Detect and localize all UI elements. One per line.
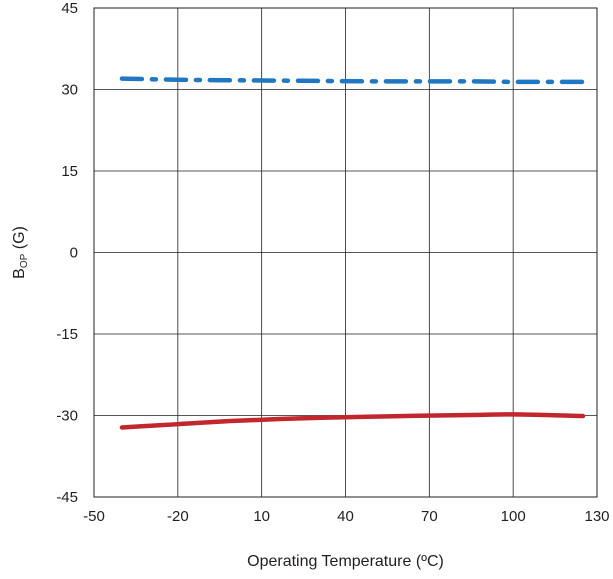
y-axis-title: BOP (G) — [11, 226, 30, 279]
x-tick-label: 130 — [584, 508, 609, 525]
plot-frame — [93, 7, 598, 498]
y-tick-label: 45 — [61, 0, 78, 17]
x-tick-label: 40 — [337, 508, 354, 525]
x-tick-label: 100 — [501, 508, 526, 525]
y-tick-label: -15 — [56, 326, 78, 343]
y-tick-label: 0 — [70, 245, 78, 262]
y-axis-title-main: B — [11, 268, 28, 279]
y-tick-label: -45 — [56, 489, 78, 506]
x-tick-label: 70 — [421, 508, 438, 525]
series-line-blue-dashdot — [119, 76, 586, 85]
y-axis-title-subscript: OP — [19, 253, 30, 268]
series-group — [119, 76, 586, 430]
x-tick-label: 10 — [253, 508, 270, 525]
x-axis-title: Operating Temperature (ºC) — [247, 553, 444, 570]
x-tick-label: -50 — [83, 508, 105, 525]
x-tick-label: -20 — [167, 508, 189, 525]
y-tick-label: 15 — [61, 163, 78, 180]
series-line-red-solid — [119, 412, 586, 430]
y-tick-labels: -45 -30 -15 0 15 30 45 — [56, 0, 78, 506]
y-axis-title-unit: (G) — [11, 226, 28, 254]
y-tick-label: -30 — [56, 408, 78, 425]
x-tick-labels: -50 -20 10 40 70 100 130 — [83, 508, 609, 525]
y-tick-label: 30 — [61, 82, 78, 99]
